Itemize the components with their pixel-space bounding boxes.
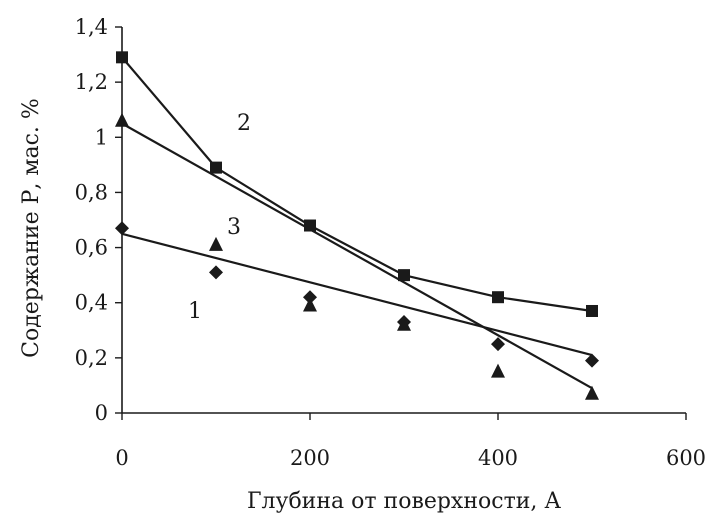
series-2-line [122, 57, 592, 311]
y-tick-label: 0,8 [75, 180, 108, 204]
series-2-point [116, 51, 128, 63]
y-tick-label: 0,6 [75, 236, 108, 260]
y-tick-label: 1,4 [75, 15, 108, 39]
y-tick-label: 1 [95, 125, 108, 149]
series-2-point [586, 305, 598, 317]
y-tick-label: 0 [95, 401, 108, 425]
series-3-label: 3 [227, 215, 241, 240]
y-tick-label: 0,4 [75, 291, 108, 315]
series-1-point [115, 221, 129, 235]
y-axis-title: Содержание Р, мас. % [19, 98, 44, 358]
axes: 0 0,2 0,4 0,6 0,8 1 1,2 1,4 0 200 400 600 [75, 15, 706, 470]
series-2-point [210, 162, 222, 174]
series-2-point [398, 269, 410, 281]
y-tick-label: 1,2 [75, 70, 108, 94]
series-2-label: 2 [237, 111, 251, 136]
x-tick-label: 600 [666, 446, 706, 470]
series-markers [115, 51, 599, 399]
series-lines [122, 57, 592, 388]
series-3-point [115, 113, 129, 127]
series-3-line [122, 124, 592, 389]
x-tick-label: 0 [115, 446, 128, 470]
series-3-point [491, 364, 505, 378]
series-1-label: 1 [188, 299, 202, 324]
series-2-point [492, 291, 504, 303]
x-tick-label: 200 [290, 446, 330, 470]
series-1-point [209, 265, 223, 279]
series-1-line [122, 234, 592, 355]
series-3-point [209, 237, 223, 251]
series-3-point [303, 297, 317, 311]
y-tick-label: 0,2 [75, 346, 108, 370]
x-tick-label: 400 [478, 446, 518, 470]
series-3-point [585, 386, 599, 400]
x-axis-title: Глубина от поверхности, А [247, 489, 561, 514]
series-1-point [585, 354, 599, 368]
series-2-point [304, 220, 316, 232]
